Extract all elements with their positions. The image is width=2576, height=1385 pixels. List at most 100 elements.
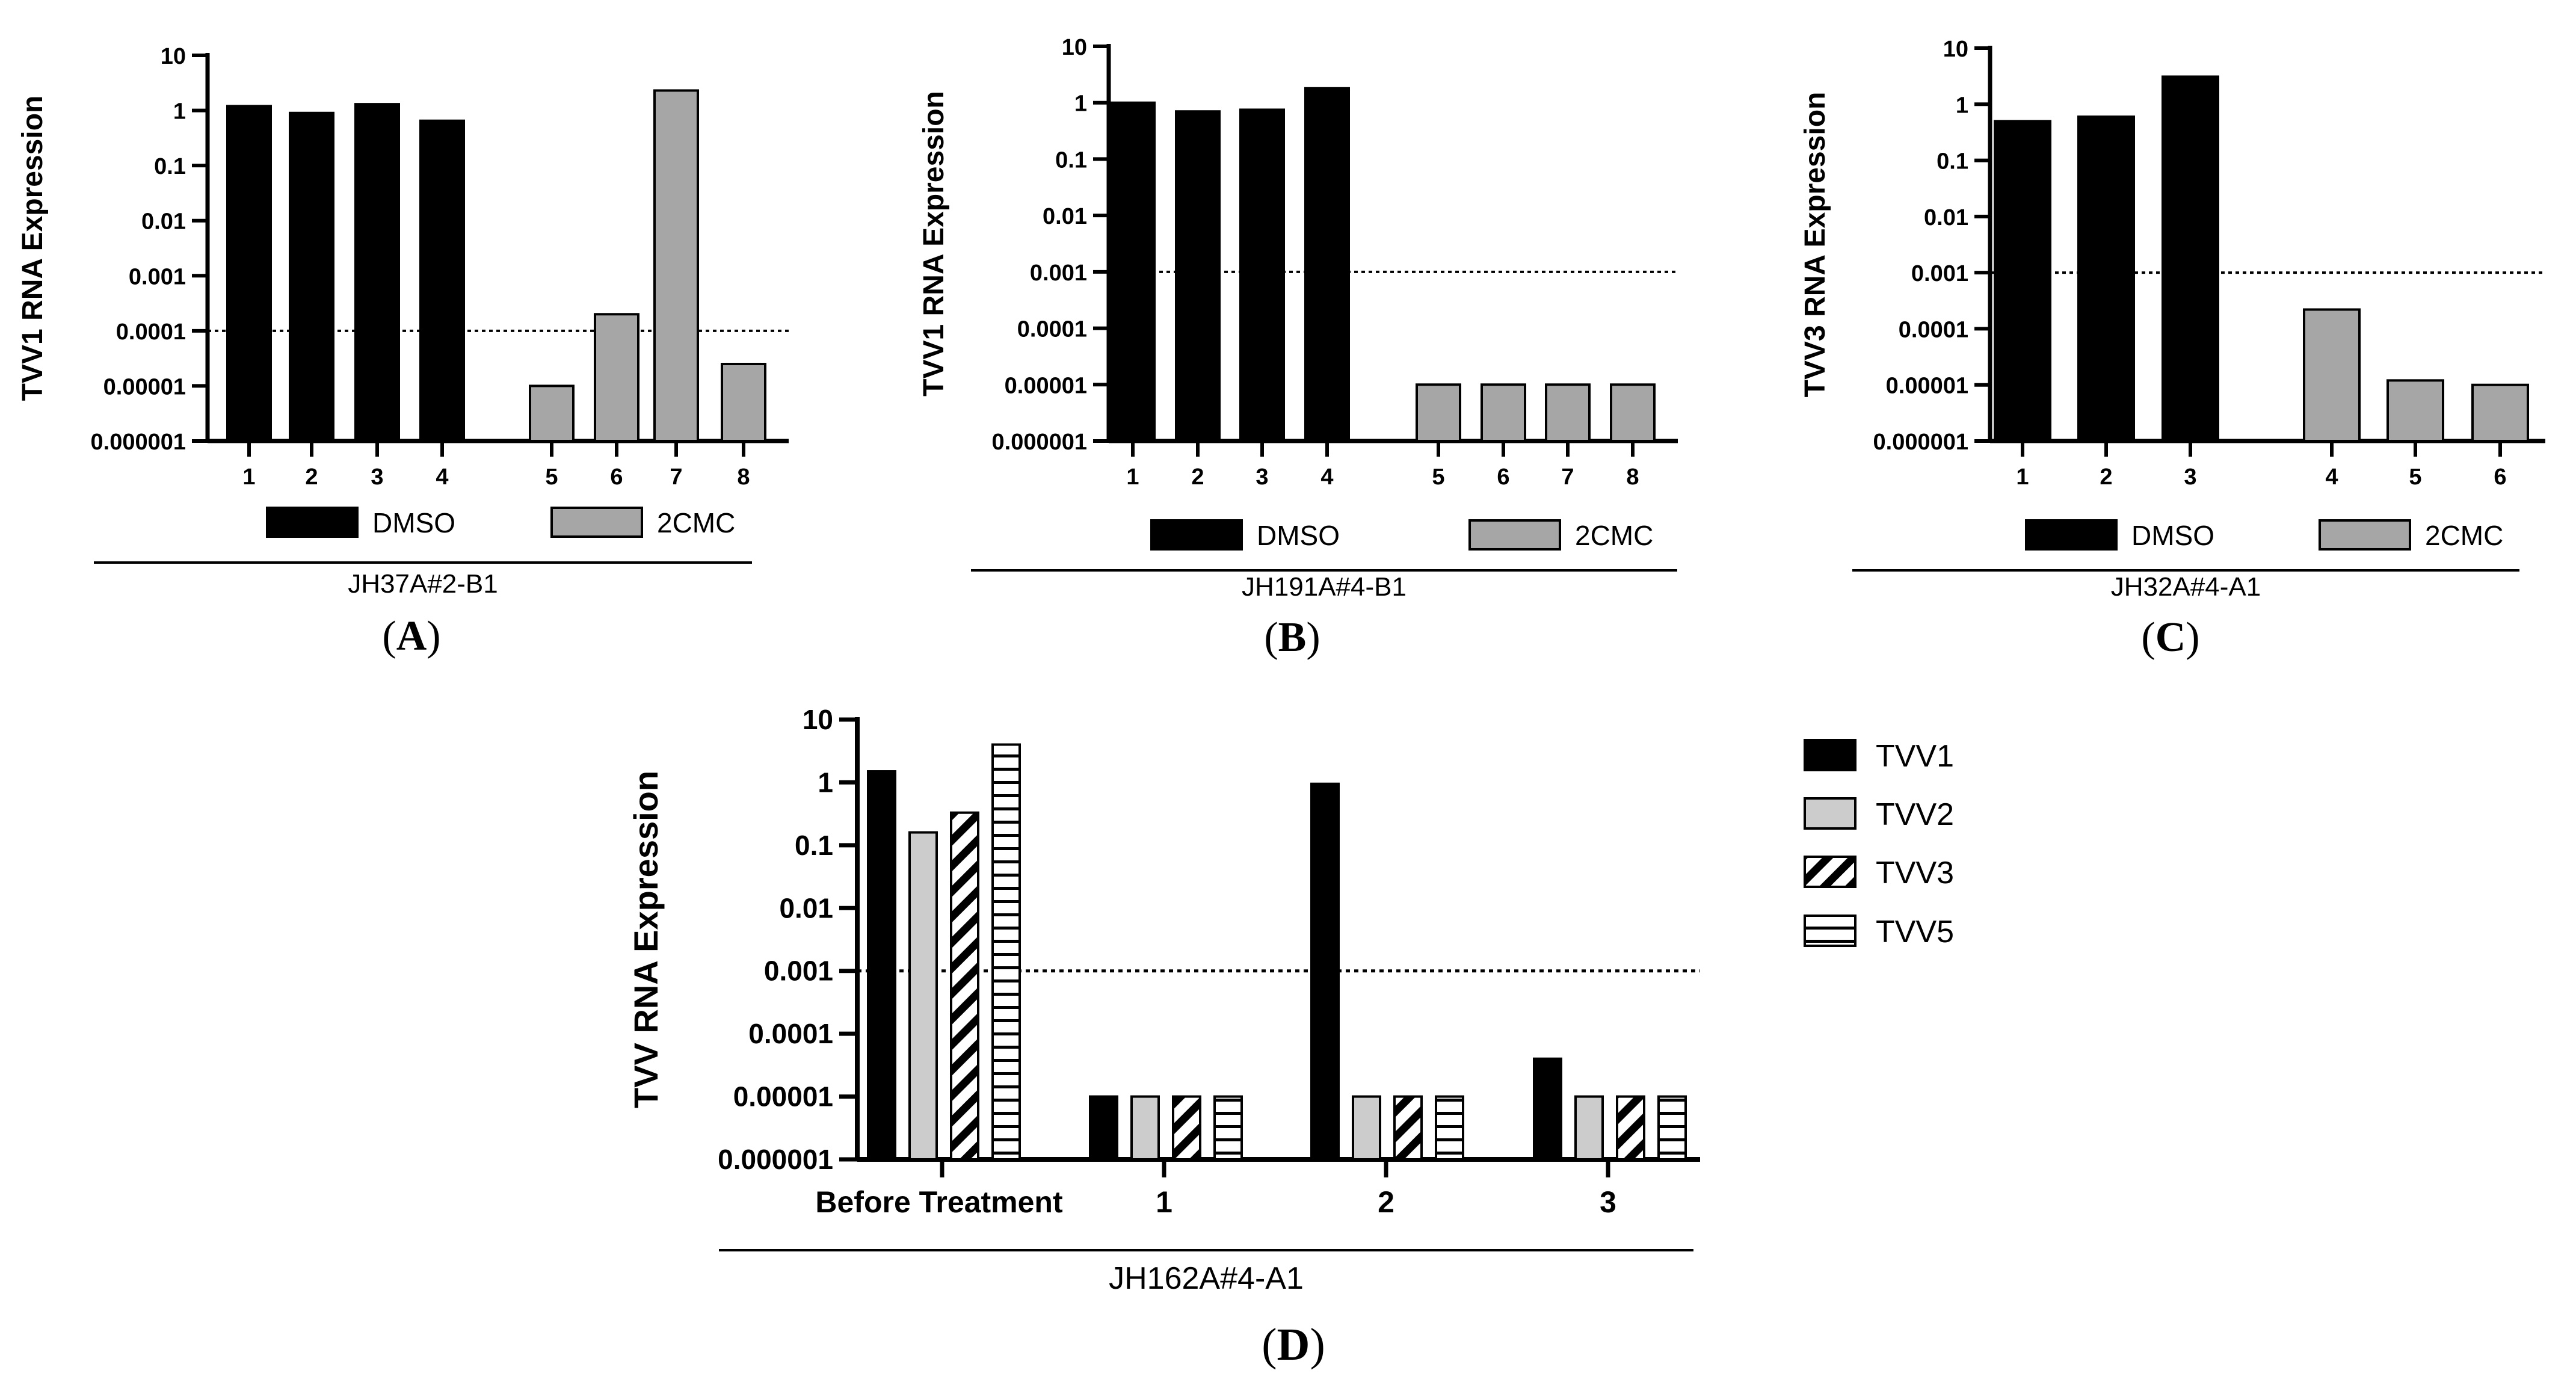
legend-label-tvv2: TVV2 [1876,797,1954,832]
y-tick-label: 0.01 [1924,205,1968,230]
bar-2cmc [653,89,699,442]
x-tick-label: 3 [1600,1185,1616,1219]
group-label: JH32A#4-A1 [2111,572,2261,602]
x-tick-label: 6 [1497,464,1509,490]
legend-swatch-2cmc [550,507,643,538]
y-tick-label: 0.001 [1911,261,1968,286]
x-tick-label: 4 [1320,464,1333,490]
x-tick-label: 5 [2409,464,2421,490]
bar-tvv1 [867,770,896,1161]
bar-dmso [226,105,272,443]
legend-swatch-tvv3 [1804,856,1857,888]
y-tick-label: 0.000001 [718,1144,833,1175]
y-tick-label: 1 [173,99,186,125]
legend-label-dmso: DMSO [2131,520,2214,551]
legend-swatch-dmso [266,507,359,538]
x-tick-label: 5 [545,464,558,490]
panel-label-paren: ) [1306,614,1320,661]
bar-tvv3 [1616,1095,1645,1161]
bar-2cmc [1416,383,1461,442]
y-axis-title: TVV1 RNA Expression [918,91,950,396]
y-tick-label: 0.1 [154,154,186,179]
panel-label-letter: C [2155,614,2186,661]
legend-swatch-tvv1 [1804,739,1857,771]
bar-2cmc [2471,383,2529,443]
bar-tvv1 [1310,782,1340,1161]
bar-2cmc [721,362,766,443]
panel-label: (C) [2141,614,2199,661]
y-tick-label: 0.1 [795,830,833,861]
bar-tvv1 [1533,1057,1562,1161]
bar-2cmc [594,313,639,442]
x-tick-label: 1 [242,464,255,490]
legend-label-tvv5: TVV5 [1876,915,1954,949]
y-tick-label: 0.0001 [1017,317,1087,342]
x-tick-label: 5 [1432,464,1444,490]
panel-label-paren: ( [1262,1319,1277,1370]
bar-2cmc [529,384,575,443]
panel-label-letter: B [1278,614,1307,661]
x-tick-label: 2 [305,464,318,490]
legend-label-tvv3: TVV3 [1876,856,1954,890]
y-tick-label: 0.01 [1043,204,1087,229]
y-tick-label: 0.001 [764,955,833,987]
group-label: JH191A#4-B1 [1242,572,1407,602]
x-tick-label: 4 [2325,464,2338,490]
panel-label-paren: ) [1310,1319,1325,1370]
y-tick-label: 10 [803,704,833,735]
legend-swatch-tvv2 [1804,797,1857,830]
legend-swatch-tvv5 [1804,915,1857,947]
panel-label-letter: D [1277,1319,1310,1370]
y-tick-label: 0.0001 [1899,317,1968,342]
y-tick-label: 0.0001 [748,1018,833,1049]
bar-tvv5 [1435,1095,1464,1161]
bar-tvv2 [908,831,938,1161]
bar-dmso [1175,110,1221,442]
panel-label: (A) [382,613,440,659]
y-tick-label: 0.01 [779,892,833,924]
y-tick-label: 0.0001 [116,319,186,345]
x-tick-label: 2 [1378,1185,1394,1219]
x-tick-label: 3 [371,464,383,490]
bar-tvv3 [950,811,979,1161]
bar-2cmc [1481,383,1526,442]
panel-label-paren: ( [1264,614,1278,661]
y-tick-label: 0.00001 [733,1081,833,1112]
x-tick-label: 1 [2016,464,2029,490]
legend-swatch-2cmc [1468,519,1561,551]
panel-label-paren: ( [382,613,396,659]
legend-label-dmso: DMSO [372,507,455,538]
y-axis-title: TVV RNA Expression [627,771,665,1108]
bar-tvv3 [1393,1095,1423,1161]
y-tick-label: 0.000001 [1873,430,1969,455]
y-tick-label: 0.1 [1055,147,1087,173]
bar-2cmc [1610,383,1656,442]
y-tick-label: 0.001 [1030,261,1087,286]
legend-swatch-dmso [2025,519,2118,551]
x-tick-label: 4 [436,464,448,490]
bar-tvv5 [991,743,1021,1161]
x-tick-label: Before Treatment [815,1185,1063,1219]
x-tick-label: 6 [610,464,623,490]
bar-tvv2 [1574,1095,1604,1161]
bar-2cmc [1545,383,1591,442]
x-tick-label: 6 [2494,464,2506,490]
bar-dmso [1110,101,1156,442]
x-tick-label: 7 [670,464,682,490]
panel-label-paren: ) [2186,614,2199,661]
x-tick-label: 7 [1561,464,1574,490]
y-tick-label: 0.001 [129,264,186,289]
bar-2cmc [2386,379,2444,443]
x-tick-label: 1 [1126,464,1139,490]
bar-dmso [354,103,400,443]
y-tick-label: 0.1 [1937,149,1968,174]
group-label: JH162A#4-A1 [1109,1261,1304,1296]
y-tick-label: 10 [1062,35,1087,60]
x-tick-label: 8 [737,464,750,490]
bar-tvv2 [1352,1095,1381,1161]
legend-label-tvv1: TVV1 [1876,739,1954,774]
y-axis-title: TVV1 RNA Expression [17,96,49,401]
y-tick-label: 10 [161,44,186,69]
legend-label-2cmc: 2CMC [657,507,735,538]
